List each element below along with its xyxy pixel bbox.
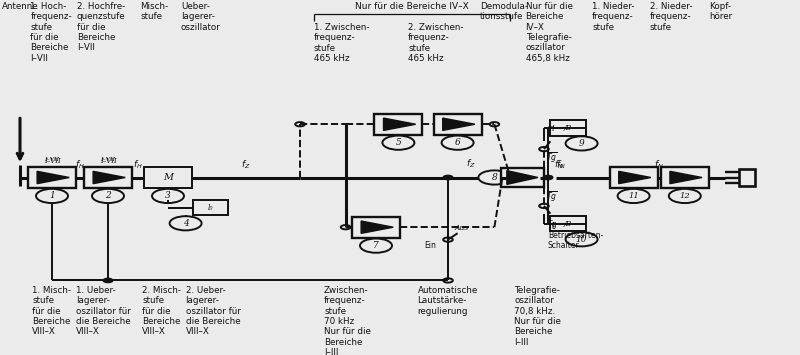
Text: 11: 11	[628, 192, 639, 200]
Circle shape	[341, 225, 350, 229]
Text: Ueber-
lagerer-
oszillator: Ueber- lagerer- oszillator	[181, 2, 221, 32]
Text: Telegrafie-
oszillator
70,8 kHz.
Nur für die
Bereiche
I–III: Telegrafie- oszillator 70,8 kHz. Nur für…	[514, 286, 562, 347]
Text: $f_H$: $f_H$	[133, 159, 143, 171]
Circle shape	[295, 122, 305, 126]
Polygon shape	[507, 171, 538, 184]
Bar	[610, 167, 658, 188]
Polygon shape	[442, 118, 475, 130]
Bar	[550, 216, 586, 231]
Text: $f_N$: $f_N$	[554, 159, 564, 171]
Text: 7: 7	[373, 241, 379, 250]
Text: 6: 6	[454, 138, 461, 147]
Text: $f_N$: $f_N$	[654, 159, 664, 171]
Text: $f_N$: $f_N$	[556, 159, 566, 171]
Text: 1. Nieder-
frequenz-
stufe: 1. Nieder- frequenz- stufe	[592, 2, 634, 32]
Circle shape	[618, 189, 650, 203]
Text: 2. Hochfre-
quenzstufe
für die
Bereiche
I–VII: 2. Hochfre- quenzstufe für die Bereiche …	[77, 2, 126, 53]
Bar	[434, 114, 482, 135]
Text: l₀: l₀	[208, 204, 213, 212]
Bar	[501, 168, 544, 187]
Text: /B: /B	[564, 124, 572, 132]
Circle shape	[443, 278, 453, 283]
Text: M: M	[163, 173, 173, 182]
Text: 1. Misch-
stufe
für die
Bereiche
VIII–X: 1. Misch- stufe für die Bereiche VIII–X	[32, 286, 71, 337]
Text: Nur für die
Bereiche
IV–X
Telegrafie-
oszillator
465,8 kHz: Nur für die Bereiche IV–X Telegrafie- os…	[526, 2, 573, 63]
Circle shape	[490, 122, 499, 126]
Text: Nur für die Bereiche IV–X: Nur für die Bereiche IV–X	[354, 2, 469, 11]
Text: $\overline{Tg}$: $\overline{Tg}$	[546, 190, 558, 204]
Text: 9: 9	[578, 139, 585, 148]
Bar	[739, 169, 755, 186]
Polygon shape	[618, 171, 651, 184]
Text: Tl: Tl	[548, 222, 556, 230]
Text: 1. Hoch-
frequenz-
stufe
für die
Bereiche
I–VII: 1. Hoch- frequenz- stufe für die Bereich…	[30, 2, 72, 63]
Text: I–VII: I–VII	[100, 157, 116, 165]
Circle shape	[566, 136, 598, 151]
Bar	[84, 167, 132, 188]
Bar	[352, 217, 400, 238]
Bar	[661, 167, 709, 188]
Polygon shape	[361, 221, 394, 233]
Text: 8: 8	[491, 173, 498, 182]
Circle shape	[478, 170, 510, 185]
Circle shape	[92, 189, 124, 203]
Circle shape	[170, 216, 202, 230]
Text: Misch-
stufe: Misch- stufe	[140, 2, 168, 21]
Circle shape	[36, 189, 68, 203]
Circle shape	[669, 189, 701, 203]
Text: Automatische
Lautstärke-
regulierung: Automatische Lautstärke- regulierung	[418, 286, 478, 316]
Circle shape	[443, 175, 453, 180]
Bar	[144, 167, 192, 188]
Circle shape	[382, 136, 414, 150]
Text: 2. Zwischen-
frequenz-
stufe
465 kHz: 2. Zwischen- frequenz- stufe 465 kHz	[408, 23, 463, 63]
Circle shape	[152, 189, 184, 203]
Text: 12: 12	[679, 192, 690, 200]
Text: I–VII: I–VII	[44, 157, 60, 165]
Text: 2: 2	[105, 191, 111, 201]
Circle shape	[442, 136, 474, 150]
Circle shape	[443, 237, 453, 242]
Polygon shape	[383, 118, 416, 130]
Text: 1: 1	[49, 191, 55, 201]
Text: Ein: Ein	[424, 241, 436, 250]
Text: Demodula-
tionsstufe: Demodula- tionsstufe	[480, 2, 528, 21]
Text: 2. Misch-
stufe
für die
Bereiche
VIII–X: 2. Misch- stufe für die Bereiche VIII–X	[142, 286, 182, 337]
Text: Antenne: Antenne	[2, 2, 39, 11]
Text: $\overline{Tg}$: $\overline{Tg}$	[546, 151, 558, 165]
Text: I–VII: I–VII	[101, 157, 115, 162]
Text: I–VII: I–VII	[45, 157, 59, 162]
Text: Aus: Aus	[454, 224, 469, 232]
Circle shape	[360, 239, 392, 253]
Text: Tl: Tl	[548, 125, 556, 133]
Circle shape	[566, 232, 598, 246]
Bar	[550, 120, 586, 136]
Text: Kopf-
hörer: Kopf- hörer	[709, 2, 732, 21]
Text: 2. Ueber-
lagerer-
oszillator für
die Bereiche
VIII–X: 2. Ueber- lagerer- oszillator für die Be…	[186, 286, 241, 337]
Circle shape	[539, 204, 549, 208]
Text: $f_Z$: $f_Z$	[466, 157, 475, 170]
Text: 5: 5	[395, 138, 402, 147]
Circle shape	[103, 278, 113, 283]
Bar	[28, 167, 76, 188]
Text: 1. Zwischen-
frequenz-
stufe
465 kHz: 1. Zwischen- frequenz- stufe 465 kHz	[314, 23, 369, 63]
Bar	[374, 114, 422, 135]
Polygon shape	[37, 171, 70, 184]
Text: /B: /B	[564, 220, 572, 228]
Text: 3: 3	[165, 191, 171, 201]
Text: $f_H$: $f_H$	[75, 159, 85, 171]
Text: Tg
Betriebsarten-
Schalter: Tg Betriebsarten- Schalter	[548, 220, 603, 250]
Text: 10: 10	[576, 235, 587, 244]
Text: 1. Ueber-
lagerer-
oszillator für
die Bereiche
VIII–X: 1. Ueber- lagerer- oszillator für die Be…	[76, 286, 131, 337]
Text: $f_Z$: $f_Z$	[241, 159, 251, 171]
Text: 2. Nieder-
frequenz-
stufe: 2. Nieder- frequenz- stufe	[650, 2, 692, 32]
Polygon shape	[93, 171, 126, 184]
Circle shape	[539, 147, 549, 151]
Circle shape	[543, 175, 553, 180]
Bar	[193, 200, 228, 215]
Text: Zwischen-
frequenz-
stufe
70 kHz
Nur für die
Bereiche
I–III: Zwischen- frequenz- stufe 70 kHz Nur für…	[324, 286, 371, 355]
Polygon shape	[670, 171, 702, 184]
Text: 4: 4	[182, 219, 189, 228]
